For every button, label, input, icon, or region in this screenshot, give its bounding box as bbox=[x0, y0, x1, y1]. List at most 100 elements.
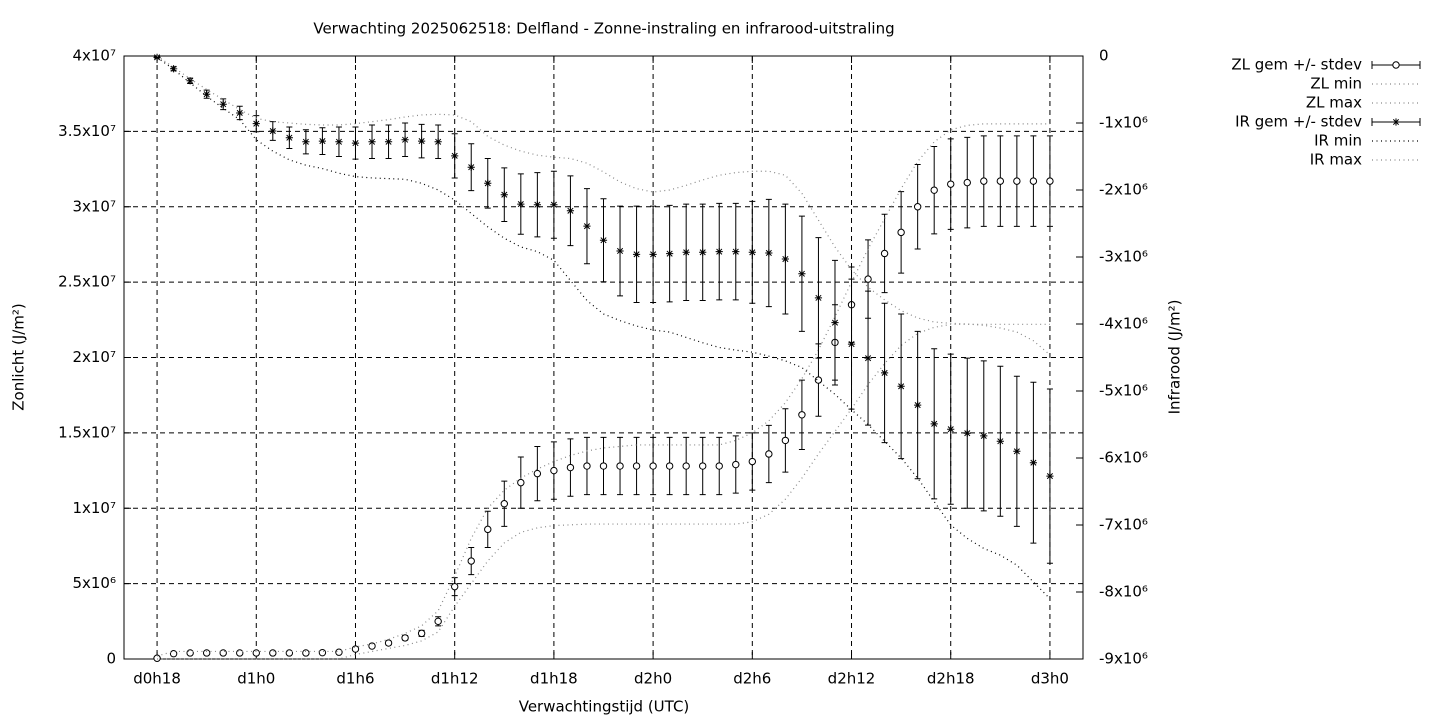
point bbox=[699, 248, 707, 256]
point bbox=[930, 420, 938, 428]
point bbox=[335, 138, 343, 146]
point bbox=[897, 382, 905, 390]
point bbox=[318, 648, 327, 657]
point bbox=[252, 120, 260, 128]
point bbox=[401, 136, 409, 144]
point bbox=[765, 249, 773, 257]
point bbox=[765, 450, 773, 458]
point bbox=[814, 376, 823, 384]
point bbox=[236, 649, 244, 657]
point bbox=[533, 469, 542, 478]
y2-tick-label: -5x10⁶ bbox=[1099, 382, 1148, 400]
point bbox=[517, 200, 525, 208]
point bbox=[450, 582, 459, 591]
point bbox=[864, 275, 872, 283]
point bbox=[583, 222, 591, 230]
legend-label: ZL gem +/- stdev bbox=[1231, 56, 1362, 74]
point bbox=[153, 654, 161, 662]
point bbox=[699, 462, 707, 470]
point bbox=[963, 178, 971, 187]
x-tick-label: d1h18 bbox=[530, 670, 578, 688]
point bbox=[351, 645, 360, 653]
point bbox=[1046, 177, 1054, 185]
point bbox=[831, 319, 839, 327]
point bbox=[269, 127, 277, 135]
point bbox=[732, 248, 740, 256]
point bbox=[798, 270, 806, 278]
point bbox=[947, 425, 955, 433]
point bbox=[632, 462, 641, 470]
point bbox=[550, 201, 558, 209]
point bbox=[236, 109, 244, 117]
x-tick-label: d0h18 bbox=[133, 670, 181, 688]
point bbox=[682, 248, 690, 256]
point bbox=[153, 53, 161, 61]
range-line bbox=[156, 123, 1050, 657]
point bbox=[583, 462, 591, 470]
point bbox=[566, 207, 575, 215]
y2-tick-label: -6x10⁶ bbox=[1099, 449, 1148, 467]
range-line bbox=[156, 56, 1051, 600]
point bbox=[500, 500, 508, 508]
x-tick-label: d3h0 bbox=[1031, 670, 1069, 688]
range-line bbox=[156, 55, 1051, 356]
y2-tick-label: -2x10⁶ bbox=[1099, 181, 1148, 199]
point bbox=[269, 649, 277, 657]
legend-label: ZL min bbox=[1310, 75, 1362, 93]
point bbox=[517, 478, 525, 487]
point bbox=[434, 617, 442, 626]
y2-tick-label: -1x10⁶ bbox=[1099, 114, 1148, 132]
y2-tick-label: -8x10⁶ bbox=[1099, 583, 1148, 601]
y-tick-label: 5x10⁶ bbox=[72, 574, 116, 592]
point bbox=[566, 463, 575, 472]
point bbox=[202, 649, 211, 657]
y2-tick-label: -9x10⁶ bbox=[1099, 650, 1148, 668]
point bbox=[748, 248, 756, 256]
point bbox=[318, 137, 327, 145]
point bbox=[616, 462, 624, 470]
y-tick-label: 1.5x10⁷ bbox=[58, 423, 116, 441]
point bbox=[170, 65, 178, 73]
point bbox=[649, 250, 657, 258]
point bbox=[781, 436, 790, 445]
point bbox=[616, 247, 624, 255]
point bbox=[533, 201, 541, 209]
point bbox=[665, 462, 674, 470]
point bbox=[351, 139, 360, 147]
y-tick-label: 1x10⁷ bbox=[72, 499, 116, 517]
x-tick-label: d2h12 bbox=[828, 670, 876, 688]
y2-tick-label: -7x10⁶ bbox=[1099, 516, 1148, 534]
point bbox=[1013, 177, 1021, 185]
point bbox=[996, 437, 1004, 445]
point bbox=[384, 138, 393, 146]
x-tick-label: d2h6 bbox=[733, 670, 771, 688]
point bbox=[1046, 472, 1054, 480]
point bbox=[285, 649, 294, 657]
point bbox=[434, 138, 442, 146]
range-line bbox=[157, 323, 1050, 660]
point bbox=[864, 354, 872, 362]
point bbox=[666, 250, 674, 258]
point bbox=[913, 203, 922, 211]
y-tick-label: 3.5x10⁷ bbox=[58, 122, 116, 140]
point bbox=[500, 191, 508, 199]
legend-marker bbox=[1392, 118, 1400, 126]
y-tick-label: 4x10⁷ bbox=[72, 47, 116, 65]
point bbox=[302, 138, 310, 146]
y2-axis-label: Infrarood (J/m²) bbox=[1166, 300, 1184, 415]
point bbox=[467, 163, 475, 171]
point bbox=[169, 650, 178, 658]
x-tick-label: d1h6 bbox=[336, 670, 374, 688]
legend-marker bbox=[1392, 61, 1400, 69]
point bbox=[368, 642, 376, 650]
point bbox=[467, 557, 475, 565]
y-tick-label: 2.5x10⁷ bbox=[58, 273, 116, 291]
point bbox=[781, 255, 789, 263]
point bbox=[252, 649, 260, 657]
point bbox=[814, 294, 823, 302]
point bbox=[715, 248, 723, 256]
point bbox=[980, 177, 988, 185]
plot-border bbox=[123, 55, 1084, 660]
legend-label: IR min bbox=[1314, 132, 1362, 150]
